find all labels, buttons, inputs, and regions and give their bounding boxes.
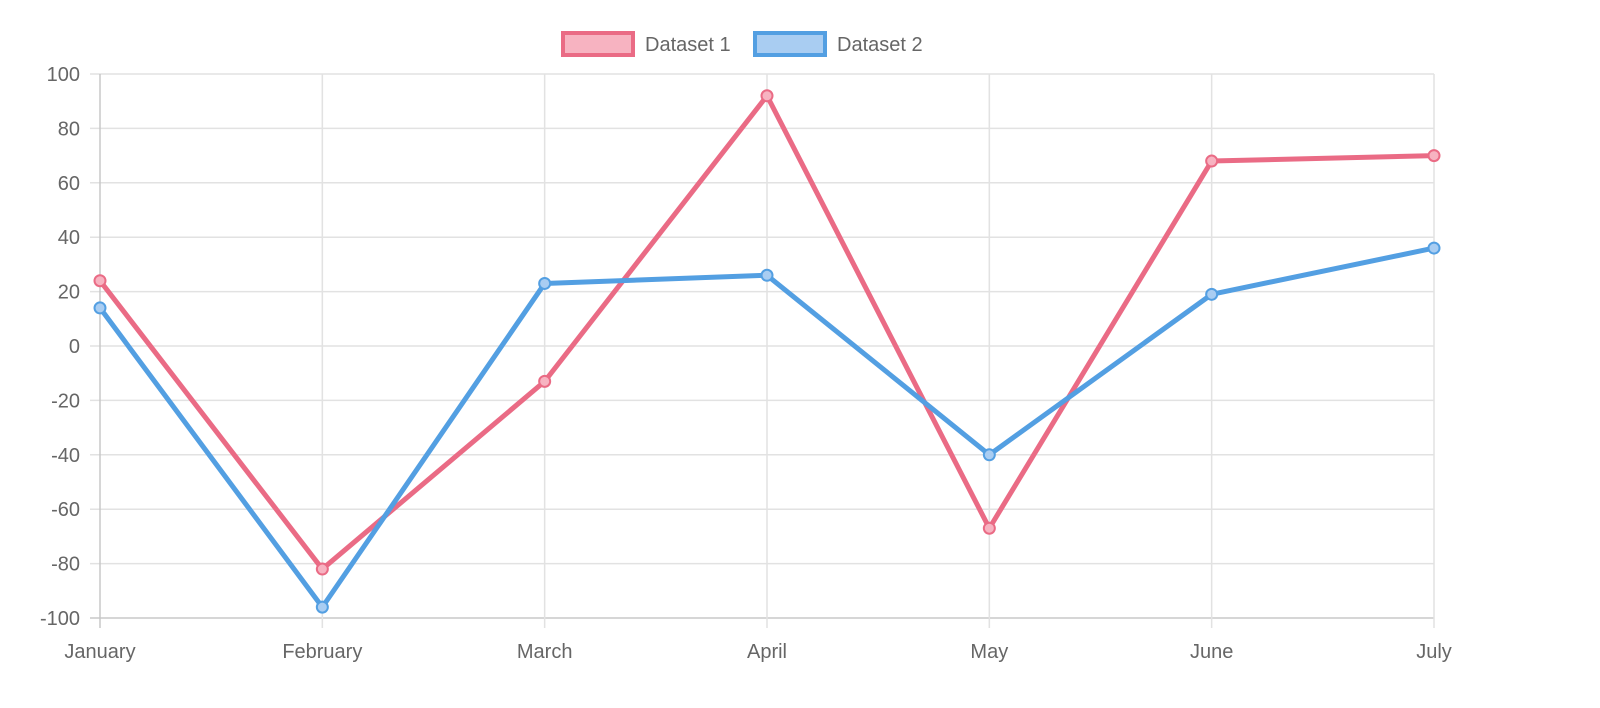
series-dataset-1 <box>93 89 1441 576</box>
data-point[interactable] <box>93 274 107 288</box>
x-tick-label: July <box>1416 641 1452 663</box>
x-tick-label: April <box>747 641 787 663</box>
data-point[interactable] <box>1205 287 1219 301</box>
data-point[interactable] <box>93 301 107 315</box>
y-tick-label: 0 <box>69 336 80 358</box>
legend-swatch-dataset-2 <box>753 31 827 57</box>
data-point[interactable] <box>1427 149 1441 163</box>
data-point[interactable] <box>315 562 329 576</box>
chart-series <box>93 89 1441 614</box>
y-tick-label: 100 <box>47 64 80 86</box>
data-point[interactable] <box>760 268 774 282</box>
legend-label-dataset-1: Dataset 1 <box>645 34 731 56</box>
chart-legend: Dataset 1 Dataset 2 <box>561 31 923 57</box>
x-axis: January February March April May June July <box>64 641 1451 663</box>
data-point[interactable] <box>760 89 774 103</box>
x-tick-label: January <box>64 641 135 663</box>
data-point[interactable] <box>315 600 329 614</box>
legend-label-dataset-2: Dataset 2 <box>837 34 923 56</box>
legend-item-dataset-2[interactable]: Dataset 2 <box>753 31 923 57</box>
y-tick-label: 60 <box>58 173 80 195</box>
y-tick-label: 40 <box>58 227 80 249</box>
x-tick-label: June <box>1190 641 1233 663</box>
y-tick-label: 20 <box>58 282 80 304</box>
chart-grid <box>90 73 1435 628</box>
y-tick-label: -100 <box>40 608 80 630</box>
data-point[interactable] <box>538 374 552 388</box>
y-tick-label: -40 <box>51 445 80 467</box>
y-tick-label: 80 <box>58 118 80 140</box>
series-dataset-2 <box>93 241 1441 614</box>
legend-swatch-dataset-1 <box>561 31 635 57</box>
y-tick-label: -20 <box>51 390 80 412</box>
x-tick-label: February <box>282 641 362 663</box>
legend-item-dataset-1[interactable]: Dataset 1 <box>561 31 731 57</box>
data-point[interactable] <box>982 448 996 462</box>
data-point[interactable] <box>982 521 996 535</box>
y-axis: 100 80 60 40 20 0 -20 -40 -60 -80 -100 <box>40 64 80 630</box>
y-tick-label: -80 <box>51 554 80 576</box>
data-point[interactable] <box>1205 154 1219 168</box>
y-tick-label: -60 <box>51 499 80 521</box>
x-tick-label: May <box>970 641 1008 663</box>
x-tick-label: March <box>517 641 573 663</box>
data-point[interactable] <box>1427 241 1441 255</box>
data-point[interactable] <box>538 276 552 290</box>
